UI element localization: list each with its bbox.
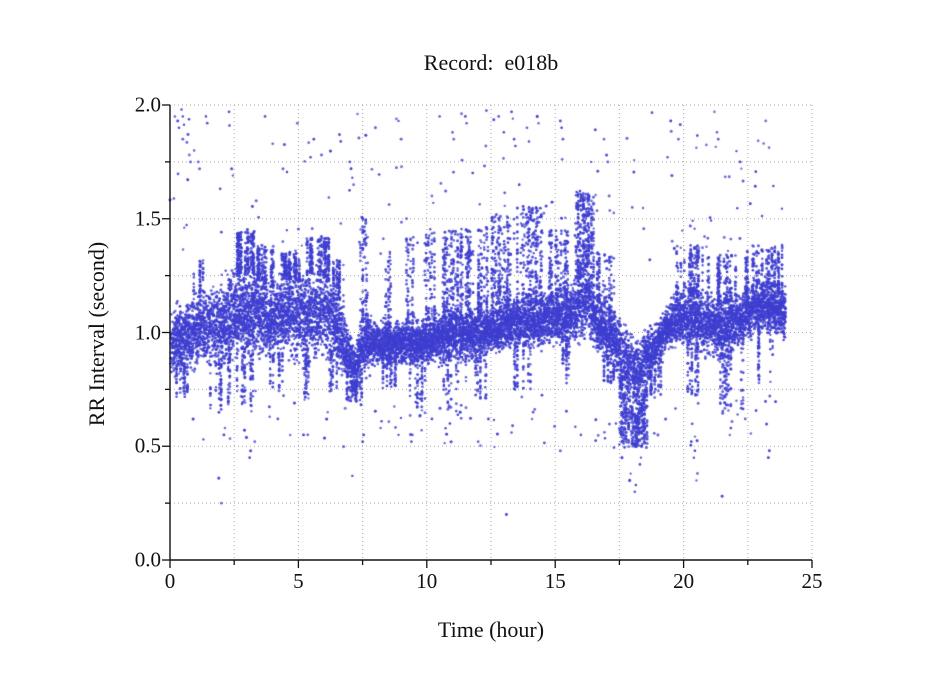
x-tick-label: 15 [544, 569, 566, 593]
y-tick-label: 2.0 [134, 92, 161, 117]
y-axis-title: RR Interval (second) [84, 241, 109, 427]
x-axis-title: Time (hour) [437, 617, 545, 642]
x-tick-label: 20 [673, 569, 695, 593]
y-tick-label: 0.0 [134, 547, 161, 572]
x-tick-label: 0 [164, 569, 176, 593]
x-tick-label: 5 [293, 569, 304, 593]
y-tick-label: 1.0 [134, 320, 161, 344]
x-tick-label: 10 [416, 569, 438, 593]
y-tick-label: 1.5 [134, 206, 161, 231]
x-tick-label: 25 [801, 569, 823, 593]
chart-title: Record: e018b [423, 50, 559, 75]
y-tick-label: 0.5 [134, 433, 161, 458]
